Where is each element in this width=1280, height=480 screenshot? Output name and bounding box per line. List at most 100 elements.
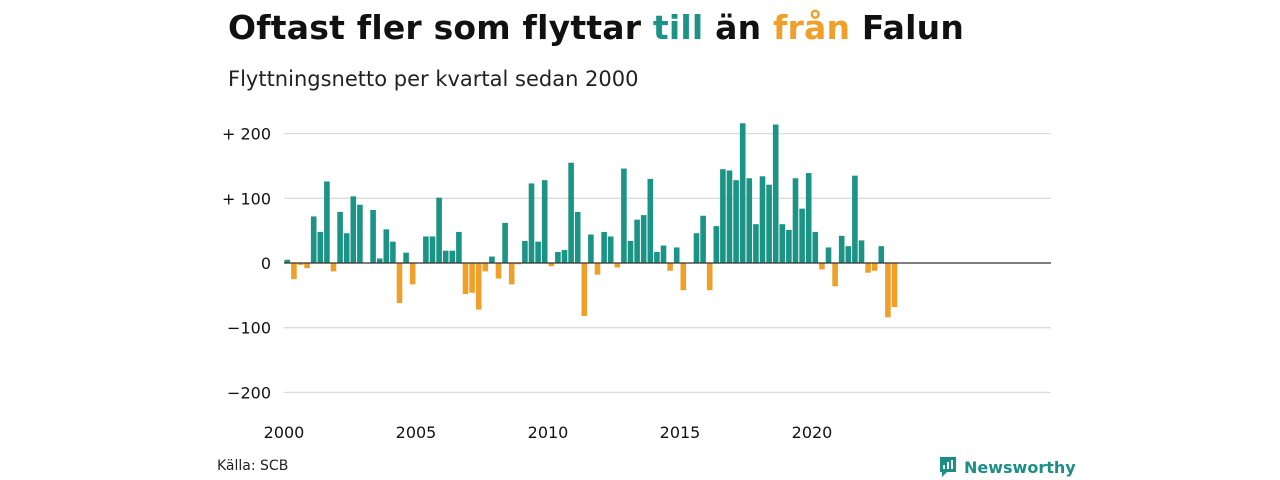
bar xyxy=(409,263,416,285)
bar xyxy=(581,263,588,317)
bar xyxy=(746,178,753,263)
bar xyxy=(891,263,898,307)
y-tick-label: + 100 xyxy=(222,189,271,208)
x-tick-label: 2005 xyxy=(396,423,437,442)
bar xyxy=(779,224,786,263)
bar xyxy=(640,215,647,263)
bar xyxy=(291,263,297,280)
bar xyxy=(759,176,766,263)
bar xyxy=(753,224,759,263)
bar xyxy=(370,209,376,263)
x-tick-label: 2015 xyxy=(660,423,701,442)
bar xyxy=(832,263,838,287)
bar xyxy=(852,175,858,263)
bar xyxy=(449,250,456,263)
y-tick-label: + 200 xyxy=(222,125,271,144)
bar xyxy=(284,259,291,263)
bar xyxy=(469,263,475,293)
bar xyxy=(555,252,561,263)
chart-title: Oftast fler som flyttar till än från Fal… xyxy=(228,8,964,47)
bar xyxy=(858,240,865,263)
bar xyxy=(541,180,548,263)
bar xyxy=(456,231,462,263)
bar xyxy=(647,178,654,263)
bar xyxy=(310,216,317,263)
bar xyxy=(396,263,403,304)
bar xyxy=(390,241,396,263)
bar xyxy=(403,252,409,263)
bar xyxy=(317,231,324,263)
x-tick-label: 2020 xyxy=(792,423,833,442)
axes: + 200 + 100 0 −100 −200 2000 2005 2010 2015 2020 xyxy=(222,125,1051,442)
y-tick-label: −100 xyxy=(227,319,271,338)
source-note: Källa: SCB xyxy=(217,458,289,474)
bar xyxy=(838,235,845,263)
bar xyxy=(330,263,337,272)
bar xyxy=(561,250,568,263)
y-tick-label: −200 xyxy=(227,383,271,402)
bar xyxy=(343,233,350,263)
y-tick-label: 0 xyxy=(261,254,271,273)
bar xyxy=(700,215,706,263)
bar xyxy=(766,184,772,263)
bar xyxy=(357,204,363,263)
bar xyxy=(489,256,495,263)
bar xyxy=(819,263,825,270)
bar xyxy=(739,123,746,263)
bar xyxy=(713,226,720,263)
bar xyxy=(462,263,469,295)
bar xyxy=(812,231,819,263)
bar xyxy=(680,263,687,291)
bar xyxy=(805,173,812,263)
bar xyxy=(522,241,528,263)
bar xyxy=(845,246,852,263)
bar xyxy=(825,247,832,263)
title-part1: Oftast fler som flyttar xyxy=(228,8,653,47)
bar xyxy=(693,233,700,263)
bar xyxy=(297,263,304,265)
bar xyxy=(885,263,891,318)
bar xyxy=(423,236,429,263)
bar xyxy=(654,252,660,263)
bar xyxy=(634,219,640,263)
newsworthy-icon xyxy=(940,457,956,477)
bar xyxy=(614,263,621,268)
bar xyxy=(786,230,792,263)
bar xyxy=(660,245,667,263)
title-part2: än xyxy=(703,8,773,47)
bar xyxy=(792,178,799,263)
brand-name: Newsworthy xyxy=(964,457,1076,477)
bar xyxy=(350,196,357,263)
title-highlight-out: från xyxy=(772,8,851,47)
bar xyxy=(482,263,489,272)
bar xyxy=(495,263,502,279)
bar xyxy=(706,263,713,291)
bar xyxy=(726,170,733,263)
bar xyxy=(535,241,541,263)
bar xyxy=(324,181,330,263)
bar xyxy=(588,234,594,263)
bar xyxy=(574,211,581,263)
bar xyxy=(865,263,871,273)
bar xyxy=(772,124,779,264)
chart-subtitle: Flyttningsnetto per kvartal sedan 2000 xyxy=(228,67,639,91)
bar xyxy=(799,208,805,263)
bar xyxy=(548,263,555,267)
bar xyxy=(383,229,390,263)
x-tick-label: 2000 xyxy=(264,423,305,442)
bar xyxy=(607,236,614,263)
bar xyxy=(429,236,436,263)
bar xyxy=(627,241,634,263)
bar xyxy=(442,250,449,263)
title-highlight-in: till xyxy=(652,8,704,47)
bar xyxy=(376,258,383,263)
bar xyxy=(733,180,739,263)
grid-lines xyxy=(284,132,1051,394)
bar xyxy=(621,168,627,263)
bar xyxy=(667,263,673,271)
title-part3: Falun xyxy=(850,8,965,47)
newsworthy-logo: Newsworthy xyxy=(938,456,1076,478)
bar xyxy=(673,247,680,263)
bar xyxy=(337,211,343,263)
